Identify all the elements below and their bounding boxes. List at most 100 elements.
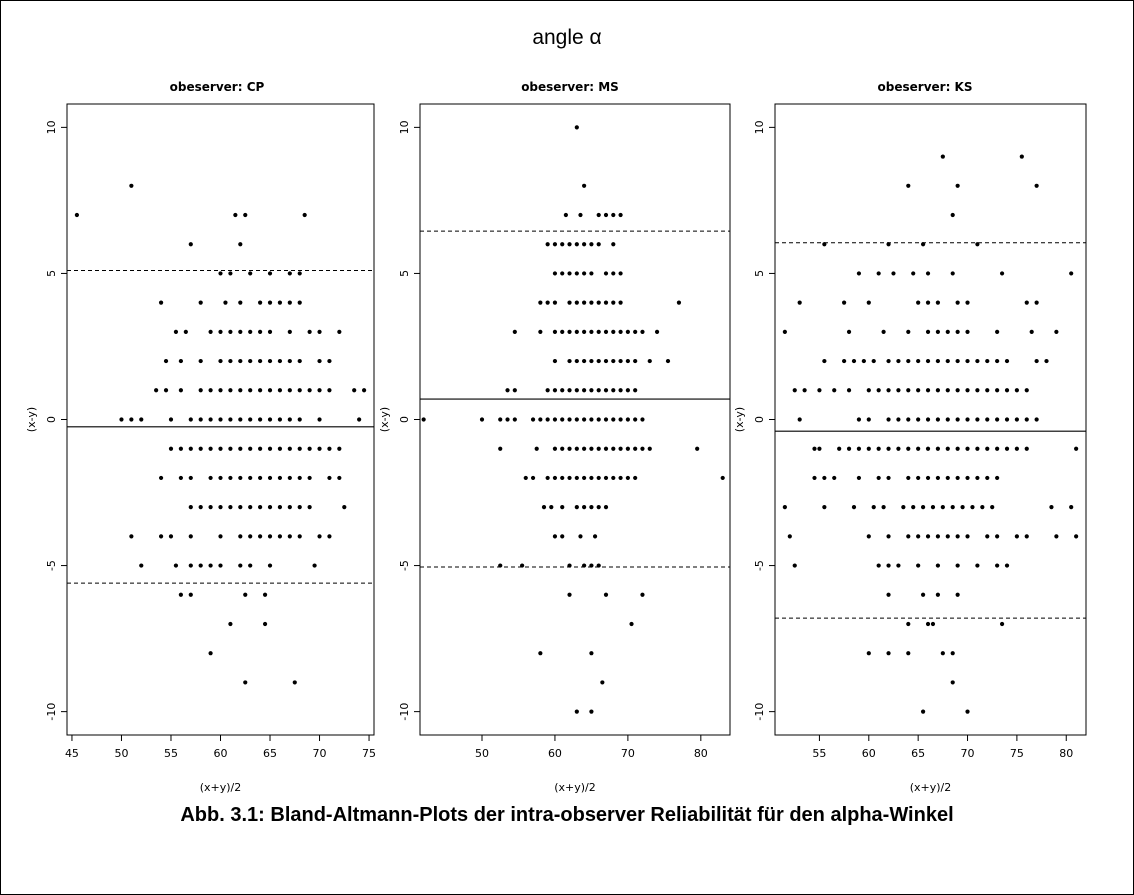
data-point (228, 505, 233, 510)
data-point (640, 592, 645, 597)
data-point (618, 475, 623, 481)
data-point (856, 417, 862, 422)
data-point (935, 446, 941, 451)
data-point (945, 446, 950, 451)
y-tick-label: 0 (45, 416, 58, 423)
data-point (297, 358, 302, 364)
data-point (817, 446, 822, 451)
data-point (238, 534, 243, 539)
data-point (965, 417, 970, 422)
data-point (596, 388, 601, 393)
data-point (267, 388, 273, 393)
data-point (916, 475, 921, 481)
data-point (925, 475, 931, 481)
data-point (530, 417, 536, 422)
data-point (1024, 300, 1029, 305)
data-point (802, 388, 807, 393)
data-point (975, 446, 980, 451)
data-point (297, 446, 302, 451)
data-point (552, 271, 558, 276)
data-point (188, 505, 193, 510)
data-point (342, 505, 347, 510)
data-point (218, 446, 223, 451)
data-point (567, 417, 572, 422)
data-point (633, 358, 638, 364)
data-point (552, 534, 558, 539)
data-point (925, 417, 931, 422)
data-point (582, 300, 587, 305)
data-point (589, 358, 594, 364)
data-point (549, 505, 554, 510)
data-point (421, 417, 426, 422)
data-point (965, 300, 970, 305)
data-point (881, 329, 886, 334)
data-point (307, 388, 312, 393)
data-point (782, 329, 787, 334)
data-point (1074, 446, 1079, 451)
data-point (218, 388, 223, 393)
data-point (228, 621, 233, 627)
data-point (886, 592, 891, 597)
data-point (238, 475, 243, 481)
data-point (578, 534, 583, 539)
data-point (975, 358, 980, 364)
data-point (337, 329, 342, 334)
data-point (792, 563, 797, 568)
panel-title-ks: obeserver: KS (877, 80, 973, 94)
data-point (523, 475, 528, 481)
y-axis-label: (x-y) (378, 407, 391, 432)
data-point (173, 563, 179, 568)
data-point (886, 388, 891, 393)
data-point (248, 505, 253, 510)
data-point (945, 388, 950, 393)
data-point (560, 446, 565, 451)
data-point (327, 475, 332, 481)
data-point (248, 475, 253, 481)
data-point (640, 417, 645, 422)
data-point (985, 358, 990, 364)
data-point (574, 329, 579, 334)
data-point (582, 388, 587, 393)
data-point (1069, 505, 1074, 510)
data-point (925, 621, 931, 627)
data-point (589, 242, 594, 247)
y-axis-label: (x-y) (25, 407, 38, 432)
data-point (158, 534, 164, 539)
data-point (856, 271, 862, 276)
data-point (871, 505, 876, 510)
data-point (935, 329, 941, 334)
data-point (654, 329, 660, 334)
data-point (574, 417, 579, 422)
data-point (574, 300, 579, 305)
data-point (916, 388, 921, 393)
data-point (633, 388, 638, 393)
x-tick-label: 80 (694, 747, 708, 760)
data-point (208, 563, 213, 568)
data-point (985, 534, 990, 539)
data-point (327, 388, 332, 393)
data-point (327, 534, 332, 539)
data-point (886, 563, 891, 568)
data-point (297, 300, 302, 305)
data-point (277, 358, 283, 364)
data-point (930, 505, 936, 510)
data-point (1004, 417, 1010, 422)
data-point (975, 563, 980, 568)
data-point (822, 475, 827, 481)
data-point (297, 417, 302, 422)
data-point (574, 388, 579, 393)
data-point (603, 475, 609, 481)
data-point (955, 563, 960, 568)
data-point (168, 417, 174, 422)
data-point (178, 475, 183, 481)
data-point (567, 358, 572, 364)
data-point (596, 242, 601, 247)
data-point (906, 446, 911, 451)
data-point (223, 300, 228, 305)
panel-title-cp: obeserver: CP (169, 80, 265, 94)
data-point (552, 446, 558, 451)
data-point (287, 534, 292, 539)
data-point (538, 329, 543, 334)
y-tick-label: 5 (753, 270, 766, 277)
data-point (287, 358, 292, 364)
